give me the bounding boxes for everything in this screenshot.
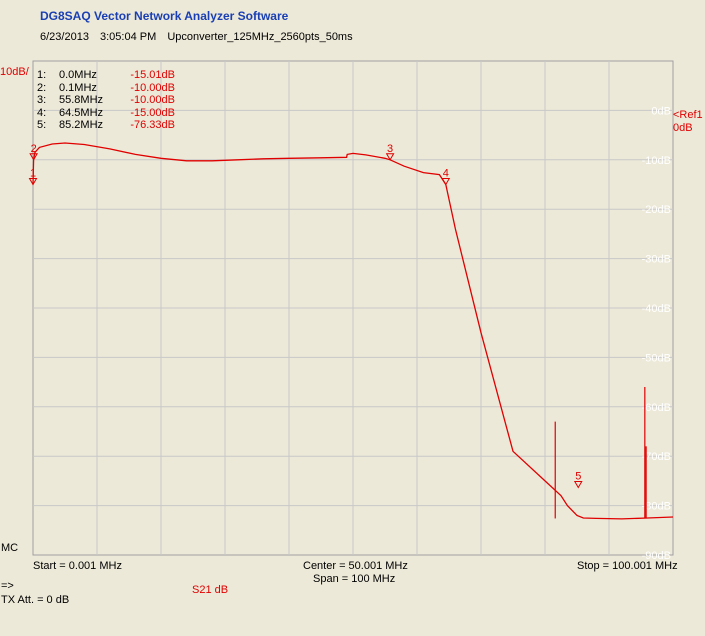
- measurement-time: 3:05:04 PM: [100, 31, 157, 43]
- y-tick-label: -40dB: [642, 303, 671, 315]
- marker-label: 4: [443, 168, 449, 180]
- marker-label: 5: [575, 470, 581, 482]
- marker-row: 3: 55.8MHz -10.00dB: [37, 94, 175, 107]
- marker-triangle: [573, 480, 583, 489]
- marker-index: 4:: [37, 106, 47, 119]
- y-tick-label: 0dB: [651, 105, 671, 117]
- marker-value: -15.01dB: [130, 69, 175, 81]
- trace-label: S21 dB: [192, 584, 229, 596]
- center-frequency-label: Center = 50.001 MHz: [303, 560, 408, 572]
- measurement-date: 6/23/2013: [40, 31, 89, 43]
- marker-row: 5: 85.2MHz -76.33dB: [37, 119, 175, 132]
- marker-frequency: 0.0MHz: [59, 69, 97, 81]
- reference-value: 0dB: [673, 122, 693, 134]
- tx-attenuation-label: TX Att. = 0 dB: [1, 594, 70, 606]
- marker-label: 3: [387, 143, 393, 155]
- chart-markers: 1 2 3 4 5: [28, 143, 583, 489]
- y-tick-labels: 0dB -10dB -20dB -30dB -40dB -50dB -60dB -70dB -8…: [642, 105, 671, 562]
- marker-triangle: [441, 178, 451, 186]
- chart-grid: [32, 60, 674, 556]
- marker-table: 1: 0.0MHz -15.01dB 2: 0.1MHz -10.00dB 3: 55.8MH…: [37, 69, 175, 132]
- marker-value: -15.00dB: [130, 106, 175, 119]
- y-tick-label: -80dB: [642, 501, 671, 513]
- stop-frequency-label: Stop = 100.001 MHz: [577, 560, 678, 572]
- s21-trace: [32, 142, 674, 520]
- start-frequency-label: Start = 0.001 MHz: [33, 560, 122, 572]
- marker-index: 2:: [37, 81, 47, 94]
- marker-label: 2: [31, 143, 37, 155]
- s21-trace-line: [32, 142, 674, 520]
- y-tick-label: -60dB: [642, 402, 671, 414]
- marker-frequency: 85.2MHz: [59, 119, 104, 131]
- marker-row: 4: 64.5MHz -15.00dB: [37, 107, 175, 120]
- mode-label: MC: [1, 542, 19, 554]
- prompt-arrow: =>: [1, 580, 14, 592]
- marker-frequency: 0.1MHz: [59, 81, 97, 94]
- marker-frequency: 64.5MHz: [59, 106, 104, 119]
- marker-index: 5:: [37, 119, 47, 131]
- marker-index: 1:: [37, 69, 47, 81]
- y-tick-label: -30dB: [642, 254, 671, 266]
- scale-label: 10dB/: [0, 66, 29, 78]
- reference-label: <Ref1 0dB: [673, 109, 703, 135]
- marker-triangle: [385, 153, 395, 161]
- marker-label: 1: [30, 168, 36, 180]
- marker-value: -76.33dB: [130, 119, 175, 131]
- marker-row: 2: 0.1MHz -10.00dB: [37, 82, 175, 95]
- y-tick-label: -70dB: [642, 451, 671, 463]
- y-tick-label: -20dB: [642, 204, 671, 216]
- marker-index: 3:: [37, 94, 47, 106]
- reference-name: <Ref1: [673, 109, 703, 121]
- measurement-info: 6/23/2013 3:05:04 PM Upconverter_125MHz_…: [40, 31, 361, 43]
- y-tick-label: -90dB: [642, 550, 671, 562]
- marker-value: -10.00dB: [130, 81, 175, 94]
- marker-frequency: 55.8MHz: [59, 94, 104, 106]
- marker-triangle: [29, 153, 39, 161]
- y-tick-label: -50dB: [642, 352, 671, 364]
- marker-triangle: [28, 178, 38, 186]
- y-tick-label: -10dB: [642, 155, 671, 167]
- span-label: Span = 100 MHz: [313, 573, 396, 585]
- measurement-name: Upconverter_125MHz_2560pts_50ms: [167, 31, 353, 43]
- app-title: DG8SAQ Vector Network Analyzer Software: [40, 9, 289, 23]
- marker-row: 1: 0.0MHz -15.01dB: [37, 69, 175, 82]
- marker-value: -10.00dB: [130, 94, 175, 106]
